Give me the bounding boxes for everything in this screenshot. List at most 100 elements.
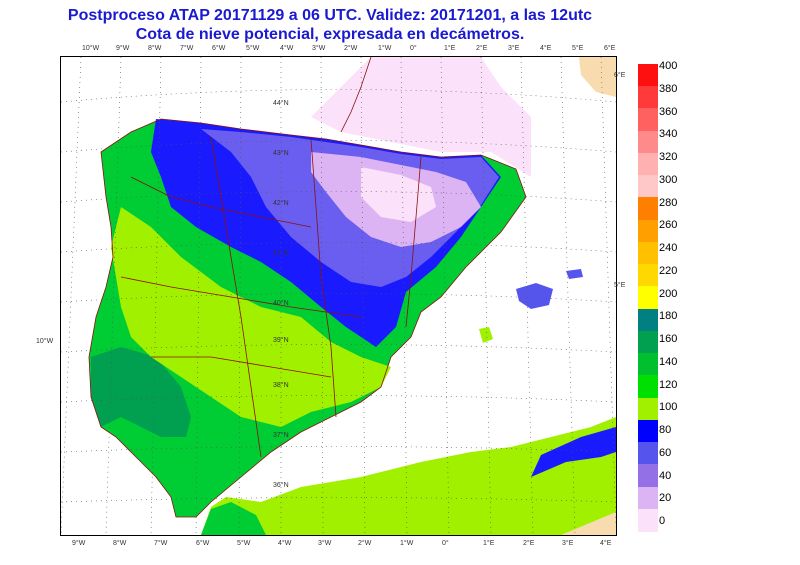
legend-swatch <box>638 308 658 332</box>
lon-label-bottom: 4°E <box>600 540 612 547</box>
lon-label-top: 1°W <box>378 45 392 52</box>
lon-label-bottom: 4°W <box>278 540 292 547</box>
lon-label-bottom: 2°E <box>523 540 535 547</box>
lon-label-bottom: 1°E <box>483 540 495 547</box>
legend-swatch <box>638 508 658 532</box>
legend-label: 200 <box>659 287 678 300</box>
legend-swatch <box>638 264 658 288</box>
map-subtitle: Cota de nieve potencial, expresada en de… <box>135 26 525 43</box>
lon-label-top: 4°W <box>280 45 294 52</box>
lon-label-bottom: 0° <box>442 540 449 547</box>
edge-label-left: 10°W <box>36 338 54 345</box>
lon-label-bottom: 7°W <box>154 540 168 547</box>
legend-swatch <box>638 286 658 310</box>
graticule <box>61 57 616 535</box>
lon-label-top: 5°W <box>246 45 260 52</box>
snow-level-map: 44°N 43°N 42°N 41°N 40°N 39°N 38°N 37°N … <box>61 57 616 535</box>
north-africa-land <box>201 417 616 535</box>
edge-label-right: 6°E <box>614 72 626 79</box>
lon-label-top: 6°W <box>212 45 226 52</box>
legend-label: 240 <box>659 242 678 254</box>
legend-label: 380 <box>659 82 678 95</box>
lat-label-43: 43°N <box>273 149 289 157</box>
legend-swatch <box>638 86 658 110</box>
legend-label: 180 <box>659 310 678 323</box>
legend-swatch <box>638 241 658 265</box>
lon-label-top: 9°W <box>116 45 130 52</box>
legend-label: 140 <box>659 355 678 368</box>
lat-label-41: 41°N <box>273 249 289 257</box>
lon-label-bottom: 8°W <box>113 540 127 547</box>
legend-swatch <box>638 197 658 221</box>
legend-label: 360 <box>659 105 678 118</box>
north-africa-green <box>201 502 266 535</box>
legend-label: 160 <box>659 333 678 345</box>
legend-label: 260 <box>659 219 678 232</box>
lon-label-top: 3°W <box>312 45 326 52</box>
legend-swatch <box>638 175 658 199</box>
legend-swatch <box>638 219 658 243</box>
legend-label: 320 <box>659 151 678 163</box>
lon-label-top: 3°E <box>508 45 520 52</box>
lat-label-36: 36°N <box>273 481 289 489</box>
lat-label-44: 44°N <box>273 99 289 107</box>
lat-label-37: 37°N <box>273 431 289 439</box>
map-panel: 44°N 43°N 42°N 41°N 40°N 39°N 38°N 37°N … <box>60 56 617 536</box>
southwest-green <box>91 347 191 437</box>
pink-zone <box>361 167 436 222</box>
lon-label-bottom: 9°W <box>72 540 86 547</box>
legend-label: 100 <box>659 401 678 414</box>
north-africa-blue <box>531 427 616 477</box>
lon-label-top: 10°W <box>82 45 100 52</box>
lon-label-top: 5°E <box>572 45 584 52</box>
france-land <box>311 57 531 177</box>
legend-label: 340 <box>659 128 678 141</box>
lon-label-bottom: 3°W <box>318 540 332 547</box>
mallorca <box>516 283 553 309</box>
lon-label-top: 7°W <box>180 45 194 52</box>
lon-label-bottom: 1°W <box>400 540 414 547</box>
legend-swatch <box>638 353 658 377</box>
lat-label-40: 40°N <box>273 299 289 307</box>
ibiza <box>479 327 493 343</box>
legend-label: 0 <box>659 515 666 527</box>
legend-swatch <box>638 64 658 87</box>
legend-label: 80 <box>659 424 672 436</box>
legend-swatch <box>638 330 658 354</box>
central-yellowgreen <box>111 207 391 427</box>
legend-swatch <box>638 375 658 399</box>
legend-swatch <box>638 419 658 443</box>
lon-label-top: 1°E <box>444 45 456 52</box>
legend-label: 60 <box>659 446 672 459</box>
lon-label-bottom: 6°W <box>196 540 210 547</box>
lat-label-39: 39°N <box>273 336 289 344</box>
north-africa-desert <box>561 512 616 535</box>
lon-label-bottom: 2°W <box>358 540 372 547</box>
legend-label: 120 <box>659 378 678 391</box>
menorca <box>566 269 583 279</box>
legend-label: 220 <box>659 264 678 277</box>
legend-swatch <box>638 442 658 466</box>
lat-label-38: 38°N <box>273 381 289 389</box>
lon-label-top: 2°W <box>344 45 358 52</box>
legend-label: 400 <box>659 60 678 72</box>
map-title: Postproceso ATAP 20171129 a 06 UTC. Vali… <box>67 7 593 24</box>
legend-swatch <box>638 486 658 510</box>
lon-label-top: 2°E <box>476 45 488 52</box>
lat-label-42: 42°N <box>273 199 289 207</box>
legend-swatch <box>638 397 658 421</box>
edge-label-right: 5°E <box>614 282 626 289</box>
lon-label-top: 4°E <box>540 45 552 52</box>
border-lines <box>88 57 527 518</box>
legend-label: 40 <box>659 469 672 482</box>
legend-swatch <box>638 108 658 132</box>
lon-label-top: 0° <box>410 45 417 52</box>
legend-swatch <box>638 130 658 154</box>
lon-label-top: 6°E <box>604 45 616 52</box>
lon-label-top: 8°W <box>148 45 162 52</box>
lon-label-bottom: 5°W <box>237 540 251 547</box>
legend-label: 280 <box>659 196 678 209</box>
color-legend <box>638 64 658 532</box>
lon-label-bottom: 3°E <box>562 540 574 547</box>
alps-land <box>579 57 616 97</box>
